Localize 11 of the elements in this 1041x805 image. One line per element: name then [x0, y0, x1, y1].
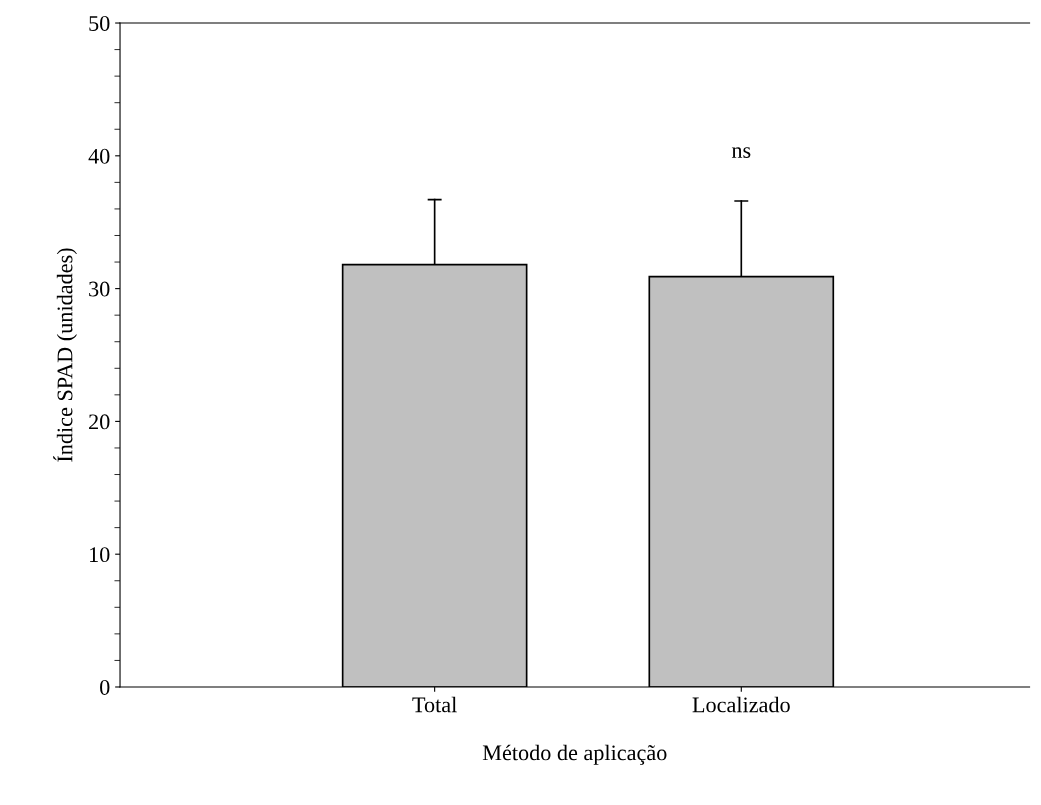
x-tick-label: Total — [412, 696, 457, 713]
x-axis-title: Método de aplicação — [482, 744, 667, 765]
y-tick-label: 20 — [89, 414, 110, 430]
x-tick-label: Localizado — [692, 696, 790, 713]
y-tick-label: 30 — [89, 281, 110, 297]
y-tick-label: 0 — [100, 679, 110, 695]
y-tick-label: 10 — [90, 547, 110, 563]
y-tick-label: 40 — [88, 148, 110, 164]
y-axis-title: Índice SPAD (unidades) — [53, 248, 77, 462]
y-tick-label: 50 — [89, 15, 110, 31]
annotation: ns — [731, 147, 751, 158]
